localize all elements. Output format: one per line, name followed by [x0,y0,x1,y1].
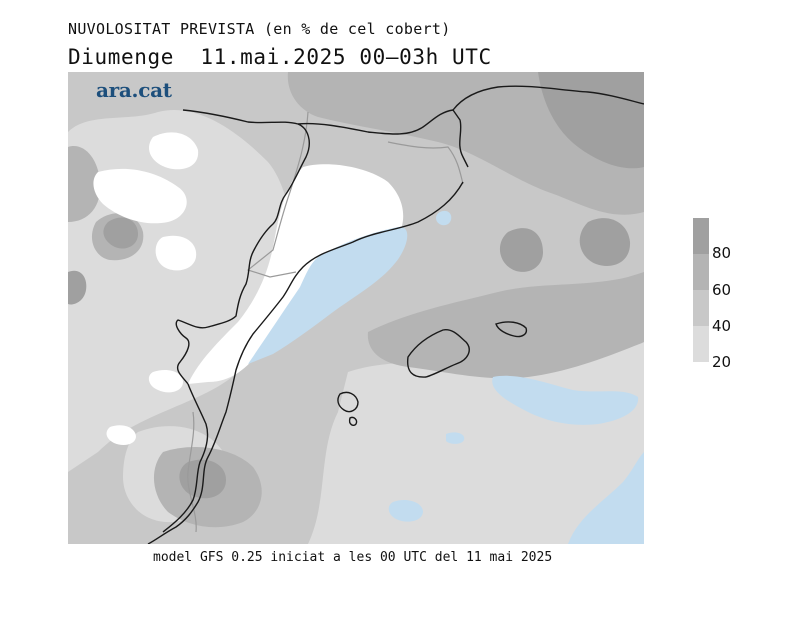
ara-cat-logo[interactable]: ara.cat [96,78,172,102]
legend-swatch-20 [693,326,709,362]
clear-patch-sw [148,370,183,393]
clear-sea-dot-1 [436,210,452,226]
coastline-west [162,383,209,533]
national-border-ne [452,85,644,111]
legend-label-20: 20 [712,353,732,371]
map-subtitle-date: Diumenge 11.mai.2025 00–03h UTC [68,45,492,69]
legend-label-60: 60 [712,281,732,299]
island-mallorca [406,329,470,378]
cloud-cover-legend [693,218,709,362]
clear-sea-dot-3 [388,500,423,522]
cloud-cover-map [68,72,644,544]
clear-patch-s [106,425,136,445]
island-menorca [495,321,528,338]
clear-west-3 [155,235,197,271]
cloud-dark-northwest [68,146,101,222]
cloud-darkest-3 [499,228,543,272]
clear-sea-southeast [568,452,644,544]
model-run-caption: model GFS 0.25 iniciat a les 00 UTC del … [153,550,553,565]
admin-border [246,111,309,278]
admin-border-3 [187,411,197,533]
map-title: NUVOLOSITAT PREVISTA (en % de cel cobert… [68,20,451,38]
clear-west-1 [148,132,199,170]
cloud-dark-band [367,272,644,379]
clear-sea-dot-2 [446,432,465,444]
legend-label-80: 80 [712,244,732,262]
legend-label-40: 40 [712,317,732,335]
cloud-darkest-2 [579,218,631,266]
national-border-north [297,109,469,168]
clear-sea-east [492,375,639,425]
island-formentera [348,416,358,427]
clear-sea-coastal [248,226,408,364]
island-ibiza [337,391,359,413]
coastline [147,181,464,544]
legend-swatch-80 [693,218,709,254]
admin-border-2 [387,141,464,185]
legend-swatch-60 [693,254,709,290]
clear-inland [188,164,404,384]
clear-west-2 [93,168,187,224]
cloud-darkest-4 [68,270,87,305]
legend-swatch-40 [693,290,709,326]
cloud-darkest-1 [103,217,138,249]
cloud-darkest-northeast [538,72,644,169]
